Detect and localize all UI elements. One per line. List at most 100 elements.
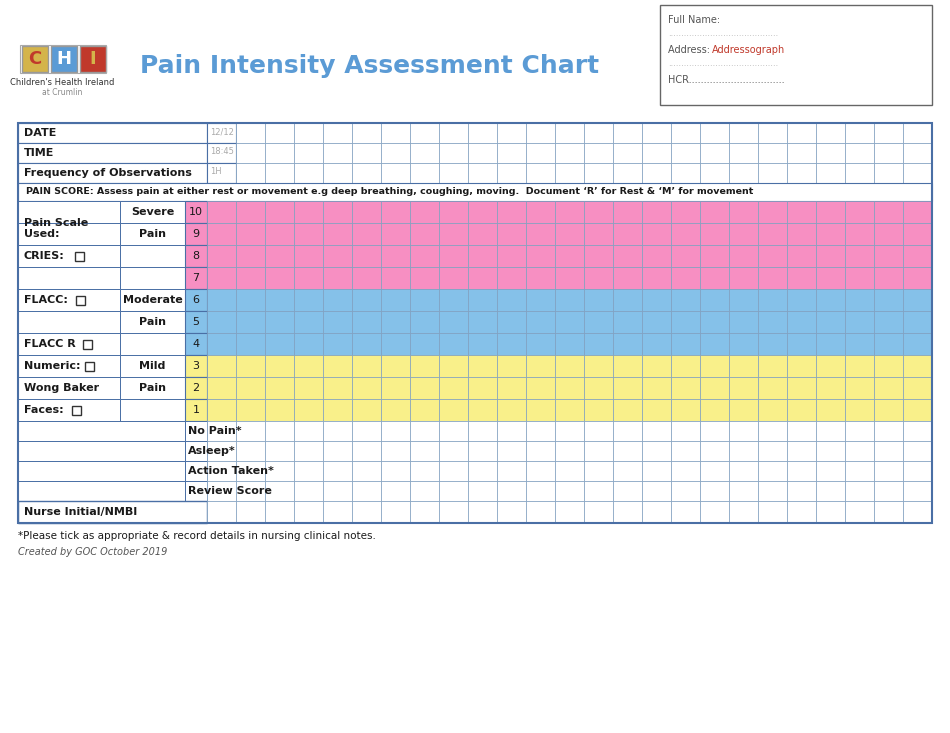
Bar (642, 377, 671, 399)
Bar (642, 267, 671, 289)
Bar (584, 333, 613, 355)
Bar (18, 377, 120, 399)
Bar (816, 201, 845, 223)
Bar (236, 163, 265, 183)
Bar (381, 421, 410, 441)
Bar (323, 223, 352, 245)
Bar (729, 143, 758, 163)
Bar (874, 311, 903, 333)
Bar (265, 245, 294, 267)
Bar (497, 123, 526, 143)
Bar (903, 399, 932, 421)
Bar (729, 163, 758, 183)
Bar (410, 399, 439, 421)
Text: 2: 2 (193, 383, 200, 393)
Bar (185, 421, 207, 441)
Bar (671, 311, 700, 333)
Bar (874, 123, 903, 143)
Bar (555, 461, 584, 481)
Bar (874, 399, 903, 421)
Bar (265, 163, 294, 183)
Text: Moderate: Moderate (123, 295, 182, 305)
Text: C: C (28, 50, 42, 68)
Bar (845, 481, 874, 501)
Bar (700, 223, 729, 245)
Text: Addressograph: Addressograph (712, 45, 786, 55)
Bar (642, 421, 671, 441)
Bar (265, 421, 294, 441)
Bar (758, 421, 787, 441)
Bar (323, 377, 352, 399)
Bar (787, 201, 816, 223)
Bar (497, 461, 526, 481)
Bar (555, 289, 584, 311)
Bar (120, 311, 185, 333)
Bar (294, 481, 323, 501)
Bar (120, 245, 185, 267)
Bar (323, 311, 352, 333)
Text: *Please tick as appropriate & record details in nursing clinical notes.: *Please tick as appropriate & record det… (18, 531, 376, 541)
Text: 3: 3 (193, 361, 200, 371)
Bar (787, 377, 816, 399)
Text: FLACC:: FLACC: (24, 295, 67, 305)
Bar (700, 461, 729, 481)
Bar (410, 123, 439, 143)
Bar (497, 377, 526, 399)
Text: No Pain*: No Pain* (188, 426, 241, 436)
Bar (236, 355, 265, 377)
Bar (584, 441, 613, 461)
Bar (120, 377, 185, 399)
Bar (903, 501, 932, 523)
Bar (613, 355, 642, 377)
Bar (236, 333, 265, 355)
Bar (555, 123, 584, 143)
Text: PAIN SCORE: Assess pain at either rest or movement e.g deep breathing, coughing,: PAIN SCORE: Assess pain at either rest o… (26, 188, 753, 196)
Bar (642, 399, 671, 421)
Bar (700, 201, 729, 223)
Text: Wong Baker: Wong Baker (24, 383, 99, 393)
Bar (439, 441, 468, 461)
Bar (816, 245, 845, 267)
Bar (729, 245, 758, 267)
Bar (468, 267, 497, 289)
Bar (874, 481, 903, 501)
Bar (468, 421, 497, 441)
Bar (497, 481, 526, 501)
Bar (294, 311, 323, 333)
Bar (555, 399, 584, 421)
Bar (671, 461, 700, 481)
Bar (352, 461, 381, 481)
Bar (584, 481, 613, 501)
Text: DATE: DATE (24, 128, 56, 138)
Bar (700, 501, 729, 523)
Bar (497, 311, 526, 333)
Bar (903, 377, 932, 399)
Bar (323, 355, 352, 377)
Bar (410, 333, 439, 355)
Bar (787, 481, 816, 501)
Bar (816, 223, 845, 245)
Bar (294, 123, 323, 143)
Bar (468, 123, 497, 143)
Bar (642, 245, 671, 267)
Bar (845, 201, 874, 223)
Bar (207, 441, 236, 461)
Bar (613, 481, 642, 501)
Bar (468, 245, 497, 267)
Bar (729, 441, 758, 461)
Bar (584, 355, 613, 377)
Bar (85, 362, 94, 371)
Text: 8: 8 (193, 251, 200, 261)
Bar (323, 399, 352, 421)
Bar (120, 399, 185, 421)
Bar (874, 501, 903, 523)
Bar (642, 289, 671, 311)
Bar (468, 311, 497, 333)
Bar (526, 481, 555, 501)
Bar (352, 123, 381, 143)
Bar (642, 123, 671, 143)
Text: 18:45: 18:45 (210, 147, 234, 157)
Bar (236, 311, 265, 333)
Bar (671, 245, 700, 267)
Bar (874, 143, 903, 163)
